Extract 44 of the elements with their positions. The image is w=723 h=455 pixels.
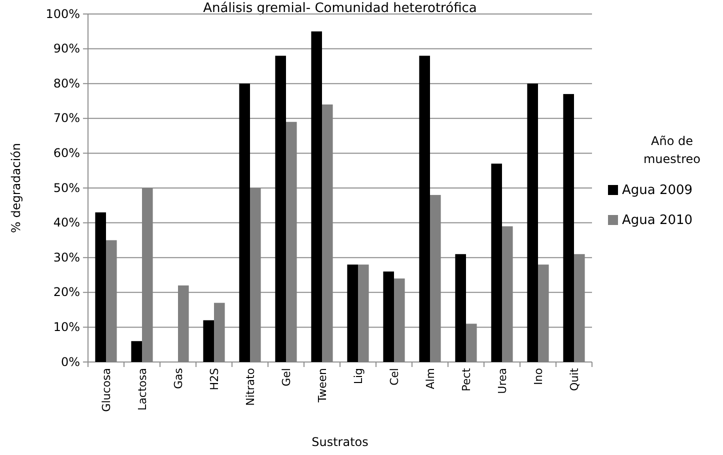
x-tick-label: Gel: [280, 368, 293, 386]
x-tick-label: Urea: [496, 368, 509, 394]
y-tick-label: 90%: [53, 42, 80, 56]
y-tick-label: 70%: [53, 111, 80, 126]
bar: [203, 320, 214, 362]
y-tick-label: 10%: [53, 320, 80, 334]
y-tick-label: 60%: [53, 146, 80, 160]
y-tick-label: 0%: [60, 354, 80, 369]
y-tick-label: 50%: [53, 180, 80, 195]
bar: [563, 94, 574, 362]
legend-label: Agua 2009: [622, 183, 693, 198]
bar: [311, 31, 322, 362]
x-tick-label: Tween: [316, 368, 329, 404]
bar: [491, 164, 502, 362]
legend-title: Año de muestreo: [643, 134, 701, 166]
bar: [455, 254, 466, 362]
x-tick-label: Gas: [172, 368, 185, 389]
y-tick-label: 80%: [53, 76, 80, 90]
y-tick-label: 40%: [53, 216, 80, 230]
y-tick-label: 30%: [53, 250, 80, 264]
bar: [383, 272, 394, 362]
y-axis-title: % degradación: [9, 143, 23, 233]
x-tick-label: Nitrato: [244, 368, 257, 406]
bar: [419, 56, 430, 362]
x-tick-label: Cel: [388, 368, 401, 386]
bar: [275, 56, 286, 362]
x-tick-label: Quit: [568, 367, 581, 391]
chart-title: Análisis gremial- Comunidad heterotrófica: [203, 1, 477, 16]
bar: [239, 84, 250, 362]
x-tick-label: Lactosa: [136, 368, 149, 410]
legend-label: Agua 2010: [622, 213, 693, 228]
x-tick-label: Lig: [352, 368, 365, 384]
y-tick-label: 100%: [46, 6, 80, 21]
x-tick-label: Alm: [424, 368, 437, 390]
bar: [347, 264, 358, 362]
y-tick-label: 20%: [53, 285, 80, 300]
x-tick-label: Glucosa: [100, 368, 113, 412]
bar: [131, 341, 142, 362]
x-tick-label: H2S: [208, 368, 221, 390]
x-tick-label: Ino: [532, 368, 545, 385]
bar: [95, 212, 106, 362]
bar: [527, 84, 538, 362]
x-tick-label: Pect: [460, 367, 473, 392]
x-axis-title: Sustratos: [312, 435, 368, 449]
